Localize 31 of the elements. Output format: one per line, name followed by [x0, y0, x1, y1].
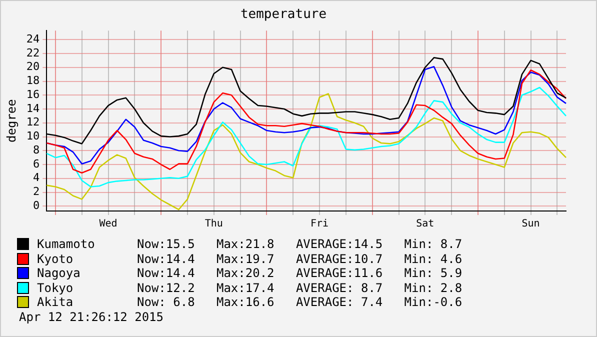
y-axis-title: degree	[4, 99, 18, 142]
x-tick-label: Thu	[204, 218, 223, 230]
text: Now: 6.8 Max:16.6 AVERAGE: 7.4 Min:-0.6	[137, 295, 462, 310]
text: Now:14.4 Max:19.7 AVERAGE:10.7 Min: 4.6	[137, 252, 462, 266]
x-tick-label: Sun	[522, 218, 540, 230]
y-tick-label: 16	[26, 88, 40, 101]
y-tick-label: 14	[26, 102, 40, 115]
y-tick-label: 12	[26, 116, 40, 129]
legend-label: Kyoto	[37, 252, 74, 266]
y-tick-label: 0	[33, 199, 40, 212]
y-tick-label: 18	[26, 74, 40, 88]
legend-label: Akita	[37, 295, 74, 310]
text: Now:14.4 Max:20.2 AVERAGE:11.6 Min: 5.9	[137, 266, 462, 280]
y-tick-label: 24	[26, 32, 40, 46]
legend-label: Tokyo	[37, 280, 74, 295]
legend-label: Nagoya	[37, 266, 82, 280]
chart-title: temperature	[240, 7, 327, 22]
text: Now:15.5 Max:21.8 AVERAGE:14.5 Min: 8.7	[137, 237, 462, 252]
y-tick-label: 10	[26, 130, 40, 143]
y-tick-label: 2	[33, 185, 40, 198]
y-tick-label: 8	[33, 143, 40, 156]
x-tick-label: Fri	[310, 218, 329, 230]
x-tick-label: Sat	[416, 218, 434, 230]
y-tick-label: 20	[26, 60, 40, 74]
text: Apr 12 21:26:12 2015	[18, 310, 164, 324]
x-tick-label: Wed	[99, 218, 118, 230]
y-tick-label: 22	[26, 46, 40, 60]
text: Now:12.2 Max:17.4 AVERAGE: 8.7 Min: 2.8	[137, 280, 462, 295]
y-tick-label: 6	[33, 157, 40, 170]
legend-label: Kumamoto	[37, 237, 96, 252]
y-tick-label: 4	[33, 171, 40, 184]
